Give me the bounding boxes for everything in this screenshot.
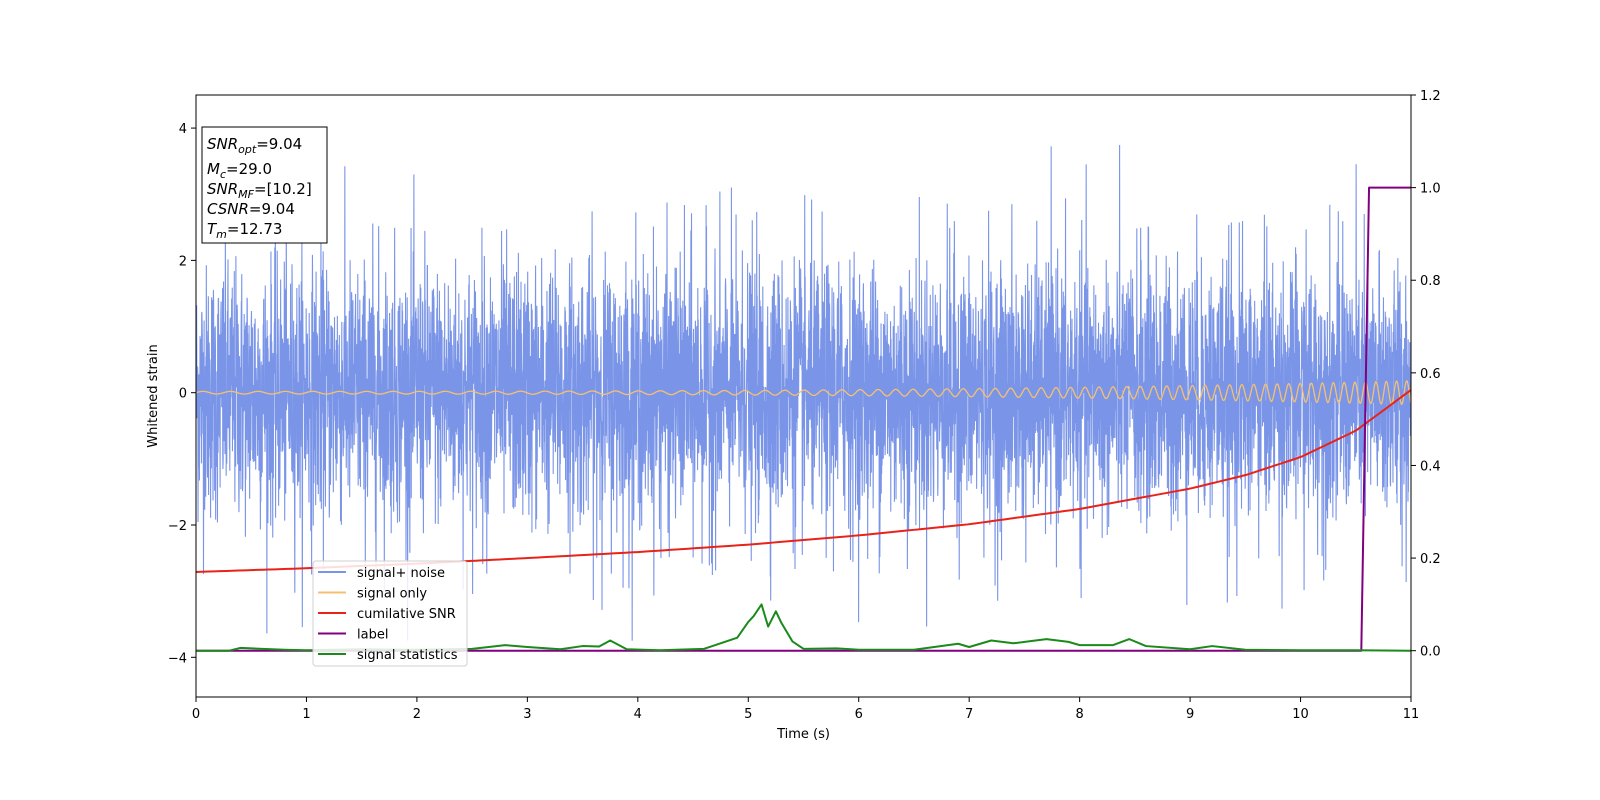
- legend: signal+ noise signal only cumilative SNR la…: [312, 560, 468, 667]
- x-tick-label: 1: [302, 707, 310, 722]
- x-tick-label: 11: [1403, 707, 1420, 722]
- x-tick-label: 4: [634, 707, 642, 722]
- x-tick-label: 6: [855, 707, 863, 722]
- legend-entry: label: [357, 628, 388, 643]
- series-signal-noise: [196, 144, 1411, 641]
- y2-axis-ticks: 1.2 1.0 0.8 0.6 0.4 0.2 0.0: [1411, 89, 1441, 660]
- x-tick-label: 3: [523, 707, 531, 722]
- legend-frame: [312, 560, 468, 667]
- legend-entry: signal only: [357, 587, 427, 602]
- x-tick-label: 8: [1075, 707, 1083, 722]
- x-tick-label: 10: [1292, 707, 1309, 722]
- annotation-mc: Mc=29.0: [207, 160, 272, 181]
- x-tick-label: 5: [744, 707, 752, 722]
- annotation-frame: [201, 126, 328, 244]
- legend-entry: signal+ noise: [357, 566, 445, 581]
- y2-tick-label: 0.4: [1420, 459, 1441, 474]
- y2-tick-label: 1.2: [1420, 89, 1441, 104]
- legend-entry: cumilative SNR: [357, 607, 456, 622]
- x-tick-label: 0: [192, 707, 200, 722]
- series-signal-only: [196, 380, 1411, 406]
- y-tick-label: −2: [168, 519, 187, 534]
- y-tick-label: −4: [168, 651, 187, 666]
- x-axis-ticks: 0 1 2 3 4 5 6 7 8 9 10 11: [192, 697, 1419, 722]
- annotation-snr-opt: SNRopt=9.04: [207, 135, 302, 156]
- y2-tick-label: 1.0: [1420, 182, 1441, 197]
- y-axis-ticks: 4 2 0 −2 −4: [168, 122, 196, 666]
- annotation-tm: Tm=12.73: [207, 220, 282, 241]
- x-tick-label: 2: [413, 707, 421, 722]
- y-tick-label: 0: [179, 387, 187, 402]
- legend-entry: signal statistics: [357, 648, 458, 663]
- y-tick-label: 4: [179, 122, 187, 137]
- axes-frame: [195, 94, 1412, 698]
- y2-tick-label: 0.6: [1420, 367, 1441, 382]
- y-tick-label: 2: [179, 254, 187, 269]
- annotation-csnr: CSNR=9.04: [207, 200, 295, 218]
- x-tick-label: 7: [965, 707, 973, 722]
- x-tick-label: 9: [1186, 707, 1194, 722]
- y2-tick-label: 0.0: [1420, 645, 1441, 660]
- y2-tick-label: 0.8: [1420, 274, 1441, 289]
- annotation-snr-mf: SNRMF=[10.2]: [207, 180, 312, 201]
- y2-tick-label: 0.2: [1420, 552, 1441, 567]
- series-label: [196, 186, 1411, 652]
- x-axis-label: Time (s): [776, 727, 830, 742]
- y-axis-label: Whitened strain: [146, 344, 161, 447]
